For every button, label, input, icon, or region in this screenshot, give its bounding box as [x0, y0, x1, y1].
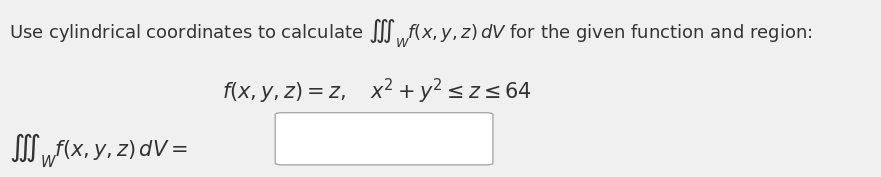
Text: Use cylindrical coordinates to calculate $\iiint_W f(x, y, z)\, dV$ for the give: Use cylindrical coordinates to calculate…: [9, 17, 812, 49]
FancyBboxPatch shape: [275, 113, 492, 165]
Text: $\iiint_W f(x, y, z)\, dV = $: $\iiint_W f(x, y, z)\, dV = $: [9, 132, 188, 170]
Text: $f(x, y, z) = z, \quad x^2 + y^2 \leq z \leq 64$: $f(x, y, z) = z, \quad x^2 + y^2 \leq z …: [221, 77, 531, 106]
